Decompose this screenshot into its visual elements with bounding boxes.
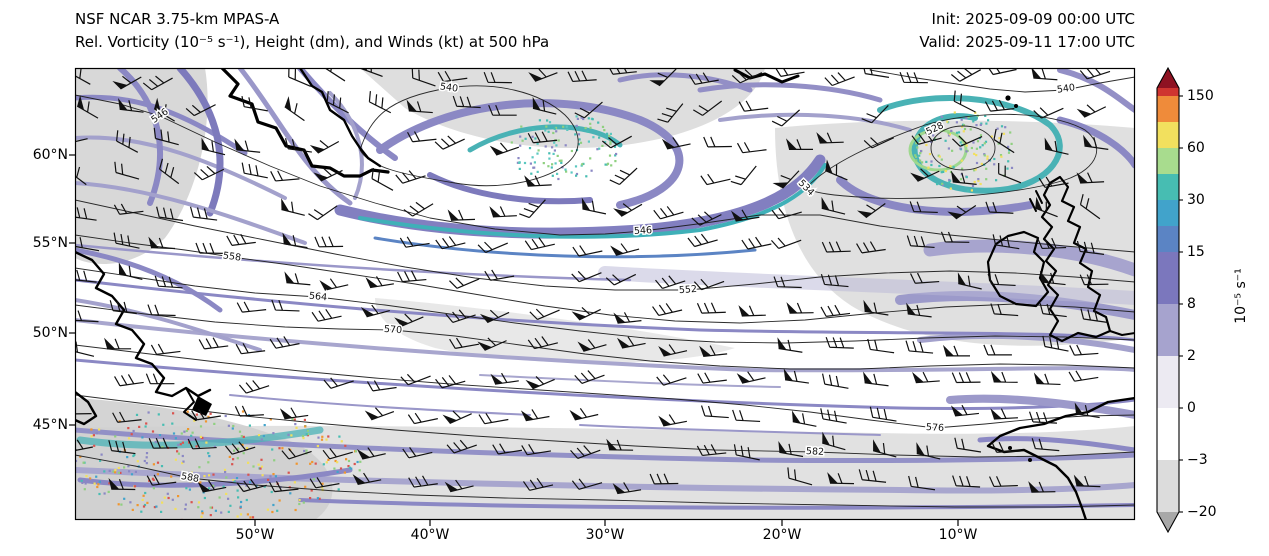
x-tick-label: 40°W	[390, 527, 470, 543]
colorbar-tick-label: 0	[1187, 400, 1196, 416]
colorbar-tick-label: 8	[1187, 296, 1196, 312]
map-canvas: 546540540528534546552558564570576582588	[75, 68, 1135, 520]
model-title: NSF NCAR 3.75-km MPAS-A	[75, 10, 279, 28]
figure-root: NSF NCAR 3.75-km MPAS-A Rel. Vorticity (…	[0, 0, 1269, 556]
colorbar-unit-label: 10⁻⁵ s⁻¹	[1233, 268, 1249, 324]
contour-label: 576	[926, 422, 945, 434]
colorbar-tick-label: −3	[1187, 452, 1208, 468]
colorbar-tick-label: 150	[1187, 88, 1214, 104]
x-tick-label: 50°W	[215, 527, 295, 543]
y-tick-label: 45°N	[8, 417, 68, 433]
contour-label: 570	[384, 324, 403, 336]
x-tick-label: 10°W	[918, 527, 998, 543]
colorbar-tick-label: 30	[1187, 192, 1205, 208]
colorbar: 150 60 30 15 8 2 0 −3 −20	[1155, 64, 1219, 544]
contour-label: 564	[308, 291, 327, 304]
colorbar-tick-label: 15	[1187, 244, 1205, 260]
contour-label: 546	[634, 225, 653, 237]
field-title: Rel. Vorticity (10⁻⁵ s⁻¹), Height (dm), …	[75, 33, 549, 51]
init-time: Init: 2025-09-09 00:00 UTC	[932, 10, 1135, 28]
colorbar-tick-label: 2	[1187, 348, 1196, 364]
contour-label: 582	[806, 446, 825, 458]
y-tick-label: 50°N	[8, 325, 68, 341]
colorbar-tick-label: 60	[1187, 140, 1205, 156]
y-tick-label: 60°N	[8, 147, 68, 163]
faroe-islands	[1005, 95, 1010, 100]
y-tick-label: 55°N	[8, 235, 68, 251]
contour-label: 552	[679, 284, 698, 296]
valid-time: Valid: 2025-09-11 17:00 UTC	[919, 33, 1135, 51]
colorbar-tick-label: −20	[1187, 504, 1217, 520]
x-tick-label: 30°W	[565, 527, 645, 543]
x-tick-label: 20°W	[742, 527, 822, 543]
